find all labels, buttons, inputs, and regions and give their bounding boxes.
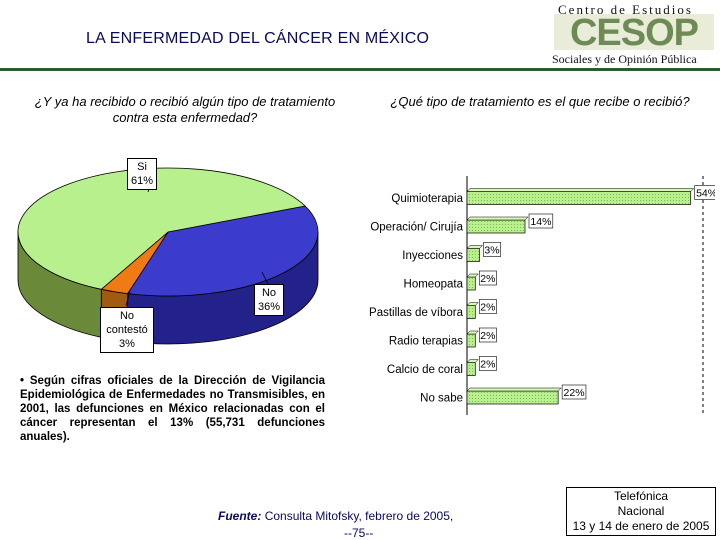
bar-value-label: 14% bbox=[530, 216, 551, 228]
pie-question: ¿Y ya ha recibido o recibió algún tipo d… bbox=[34, 94, 336, 125]
title-divider bbox=[0, 68, 720, 71]
bar-category-label: Inyecciones bbox=[402, 250, 463, 262]
bar-value-box bbox=[478, 356, 497, 371]
bar-category-label: Pastillas de víbora bbox=[369, 307, 464, 319]
bar-value-box bbox=[528, 213, 554, 229]
logo-mark: CESOP bbox=[554, 14, 714, 50]
bar-question: ¿Qué tipo de tratamiento es el que recib… bbox=[390, 94, 690, 109]
bar-top bbox=[466, 359, 479, 363]
bar-value-label: 2% bbox=[480, 359, 495, 371]
pie-label-no-contesto: No contestó 3% bbox=[100, 307, 154, 353]
bar-value-box bbox=[483, 242, 501, 257]
bar bbox=[466, 390, 559, 405]
bar-top bbox=[466, 330, 479, 335]
bar bbox=[466, 333, 476, 348]
svg-text:CESOP: CESOP bbox=[570, 14, 699, 50]
bar-category-label: Radio terapias bbox=[389, 336, 463, 348]
bar-value-box bbox=[694, 185, 715, 200]
bar-value-label: 2% bbox=[480, 302, 495, 314]
bar bbox=[466, 248, 480, 262]
survey-type-box: Telefónica Nacional 13 y 14 de enero de … bbox=[566, 487, 716, 536]
leader-line-no-contesto bbox=[125, 289, 131, 307]
page-number: --75-- bbox=[344, 526, 374, 540]
logo-line-top: Centro de Estudios bbox=[558, 2, 693, 17]
bar bbox=[466, 305, 476, 319]
pie-slice-si bbox=[17, 167, 306, 290]
logo-line-bottom: Sociales y de Opinión Pública bbox=[552, 52, 697, 66]
survey-line-1: Telefónica bbox=[613, 489, 669, 503]
source-label: Fuente: bbox=[218, 509, 262, 523]
bar-top bbox=[466, 387, 562, 392]
bar-top bbox=[466, 273, 479, 278]
survey-line-3: 13 y 14 de enero de 2005 bbox=[572, 519, 710, 533]
bar-value-label: 54% bbox=[696, 188, 715, 200]
bar-top bbox=[466, 188, 695, 192]
bar-value-box bbox=[478, 327, 497, 343]
bar bbox=[466, 276, 476, 291]
pie-label-no: No 36% bbox=[254, 284, 285, 316]
bar-value-label: 2% bbox=[480, 273, 495, 285]
bar-value-box bbox=[478, 270, 497, 286]
bar-top bbox=[466, 302, 479, 306]
bar bbox=[466, 191, 692, 205]
bar-value-label: 3% bbox=[484, 245, 499, 257]
bar-value-box bbox=[478, 299, 497, 314]
bar-chart: Quimioterapia 54% Operación/ Cirujía 14% Iny… bbox=[369, 176, 715, 415]
bar bbox=[466, 219, 526, 234]
bar-category-label: Homeopata bbox=[404, 279, 464, 291]
bar bbox=[466, 362, 476, 376]
bar-category-label: Calcio de coral bbox=[387, 364, 463, 376]
bar-value-label: 2% bbox=[480, 330, 495, 342]
source-text: Consulta Mitofsky, febrero de 2005, bbox=[264, 509, 454, 523]
bar-category-label: No sabe bbox=[420, 393, 463, 405]
bar-top bbox=[466, 216, 529, 221]
bar-category-label: Quimioterapia bbox=[391, 193, 463, 205]
pie-chart bbox=[17, 167, 319, 345]
page-title: LA ENFERMEDAD DEL CÁNCER EN MÉXICO bbox=[86, 30, 430, 47]
bar-top bbox=[466, 245, 484, 249]
bar-value-box bbox=[561, 384, 587, 400]
leader-line-no bbox=[261, 271, 269, 285]
survey-line-2: Nacional bbox=[617, 504, 665, 518]
pie-slice-no bbox=[126, 205, 319, 297]
bar-value-label: 22% bbox=[564, 387, 585, 399]
cesop-logo: Centro de Estudios CESOP Sociales y de O… bbox=[548, 0, 720, 68]
bar-category-label: Operación/ Cirujía bbox=[370, 222, 463, 234]
source-line: Fuente: Consulta Mitofsky, febrero de 20… bbox=[218, 509, 453, 523]
footnote-text: • Según cifras oficiales de la Dirección… bbox=[20, 375, 325, 443]
pie-label-si: Si 61% bbox=[127, 158, 158, 190]
